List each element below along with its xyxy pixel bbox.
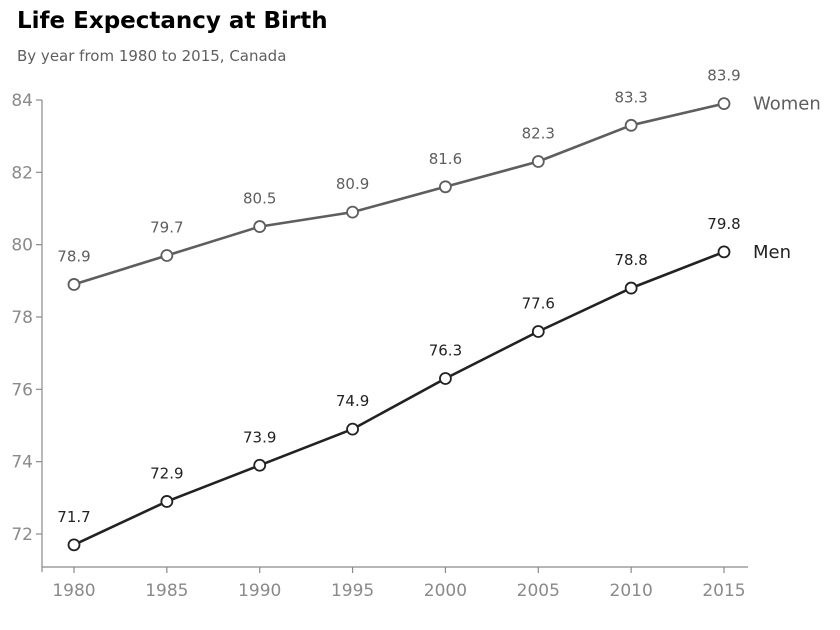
data-point-women (346, 205, 359, 219)
data-label-women: 81.6 (429, 150, 462, 168)
data-point-women (67, 278, 81, 291)
data-label-men: 77.6 (522, 294, 555, 312)
data-label-men: 72.9 (150, 464, 183, 482)
x-tick-label: 2005 (517, 581, 560, 601)
chart-subtitle: By year from 1980 to 2015, Canada (17, 47, 287, 65)
data-point-men (531, 325, 545, 338)
data-point-women (717, 97, 731, 111)
series-line-men (73, 250, 725, 546)
data-label-men: 74.9 (336, 392, 369, 410)
x-tick-label: 2000 (424, 581, 467, 601)
data-label-men: 79.8 (707, 215, 740, 233)
y-tick-label: 84 (11, 91, 33, 111)
data-label-women: 78.9 (57, 247, 90, 265)
series-name-label-men: Men (753, 242, 791, 263)
data-point-men (67, 538, 81, 552)
data-point-women (531, 155, 545, 168)
data-point-men (717, 245, 731, 259)
x-tick-label: 1985 (145, 581, 188, 601)
data-point-women (439, 180, 452, 194)
data-label-women: 79.7 (150, 219, 183, 237)
x-tick-label: 1995 (331, 581, 374, 601)
chart-title: Life Expectancy at Birth (17, 8, 328, 34)
data-label-women: 82.3 (522, 124, 555, 142)
data-point-men (624, 281, 638, 295)
data-point-men (346, 422, 359, 436)
y-tick-label: 74 (11, 453, 33, 473)
x-tick-label: 2015 (702, 581, 745, 601)
y-tick-label: 76 (11, 380, 33, 400)
x-tick-label: 1980 (52, 581, 95, 601)
series-name-label-women: Women (753, 94, 821, 115)
data-point-men (439, 372, 452, 385)
x-tick-label: 1990 (238, 581, 281, 601)
data-label-women: 83.9 (707, 67, 740, 85)
data-label-men: 76.3 (429, 341, 462, 359)
data-label-men: 71.7 (57, 508, 90, 526)
data-label-men: 73.9 (243, 428, 276, 446)
data-point-men (253, 458, 267, 472)
data-point-men (160, 495, 174, 508)
data-label-men: 78.8 (614, 251, 647, 269)
y-tick-label: 80 (11, 236, 33, 256)
y-tick-label: 82 (11, 163, 33, 183)
data-point-women (160, 249, 174, 262)
data-label-women: 83.3 (614, 88, 647, 106)
y-tick-label: 72 (11, 525, 33, 545)
y-tick-label: 78 (11, 308, 33, 328)
data-point-women (624, 118, 638, 132)
series-line-women (73, 102, 725, 286)
data-point-women (253, 220, 267, 233)
data-label-women: 80.5 (243, 190, 276, 208)
data-label-women: 80.9 (336, 175, 369, 193)
x-tick-label: 2010 (610, 581, 653, 601)
